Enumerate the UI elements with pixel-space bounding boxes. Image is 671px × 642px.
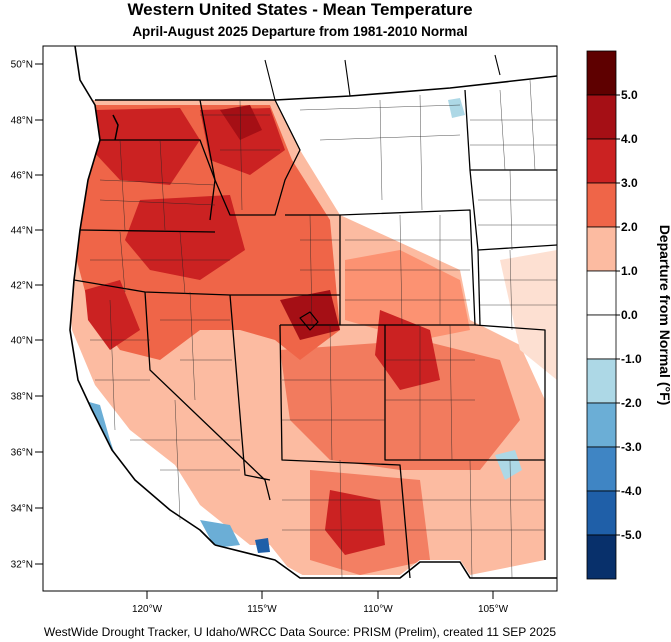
lat-tick-label: 38°N [11,392,33,403]
colorbar: 5.0 4.0 3.0 2.0 1.0 0.0 -1.0 -2.0 -3.0 -4.0 -5.0 De… [586,50,671,580]
colorbar-label: 4.0 [621,132,638,146]
colorbar-bin [586,446,617,492]
map-subtitle: April-August 2025 Departure from 1981-20… [132,24,468,39]
colorbar-bin [586,314,617,360]
colorbar-label: 1.0 [621,264,638,278]
lat-tick-label: 48°N [11,116,33,127]
colorbar-label: 5.0 [621,88,638,102]
colorbar-label: -2.0 [621,396,642,410]
colorbar-bin [586,534,617,580]
colorbar-bin [586,94,617,140]
colorbar-bin [586,270,617,316]
lat-tick-label: 40°N [11,336,33,347]
lon-axis: 120°W 115°W 110°W 105°W [132,591,509,615]
lat-tick-label: 36°N [11,448,33,459]
boundaries [69,46,557,579]
lon-tick-label: 120°W [132,604,163,615]
map-frame [42,45,558,592]
lat-axis: 50°N 48°N 46°N 44°N 42°N 40°N 38°N 36°N 34°N 32°N [11,60,43,571]
colorbar-label: -5.0 [621,528,642,542]
colorbar-label: 3.0 [621,176,638,190]
lat-tick-label: 42°N [11,281,33,292]
map-footer-credit: WestWide Drought Tracker, U Idaho/WRCC D… [43,625,557,639]
map-area [43,46,557,591]
colorbar-bin [586,490,617,536]
colorbar-label: -4.0 [621,484,642,498]
map-title: Western United States - Mean Temperature [127,0,473,19]
colorbar-bin [586,138,617,184]
colorbar-title: Departure from Normal (°F) [657,225,671,406]
lon-tick-label: 110°W [363,604,393,615]
colorbar-bin [586,226,617,272]
colorbar-label: -1.0 [621,352,642,366]
lon-tick-label: 105°W [478,604,509,615]
lat-tick-label: 50°N [11,60,33,71]
lat-tick-label: 32°N [11,560,33,571]
colorbar-bin [586,182,617,228]
lat-tick-label: 46°N [11,171,33,182]
colorbar-bin [586,50,617,96]
lat-tick-label: 34°N [11,504,33,515]
colorbar-label: 0.0 [621,308,638,322]
lon-tick-label: 115°W [247,604,277,615]
colorbar-label: 2.0 [621,220,638,234]
colorbar-bin [586,402,617,448]
lat-tick-label: 44°N [11,226,33,237]
colorbar-bin [586,358,617,404]
colorbar-label: -3.0 [621,440,642,454]
anomaly-field [68,60,557,580]
